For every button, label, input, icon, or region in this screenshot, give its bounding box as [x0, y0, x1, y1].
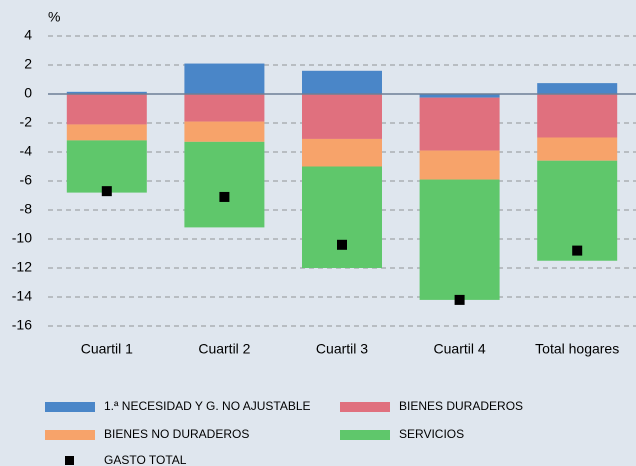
total-marker: [219, 191, 230, 202]
y-tick-label: 2: [24, 56, 32, 72]
bar-segment: [184, 141, 265, 228]
y-tick-label: -16: [12, 317, 32, 333]
legend-swatch: [340, 430, 390, 440]
y-tick-label: 0: [24, 85, 32, 101]
x-tick-label: Cuartil 2: [198, 341, 250, 357]
total-marker: [572, 245, 583, 256]
legend-label: SERVICIOS: [399, 427, 464, 441]
total-marker: [454, 294, 465, 305]
legend-swatch: [65, 456, 74, 465]
bar-segment: [66, 124, 147, 141]
y-tick-label: -14: [12, 288, 32, 304]
x-tick-label: Cuartil 3: [316, 341, 368, 357]
legend-swatch: [45, 430, 95, 440]
legend-label: GASTO TOTAL: [104, 453, 187, 466]
bar-segment: [66, 140, 147, 193]
y-tick-label: -2: [20, 114, 33, 130]
total-marker: [337, 239, 347, 250]
x-tick-label: Cuartil 4: [434, 341, 486, 357]
legend-label: BIENES DURADEROS: [399, 399, 523, 413]
legend-label: 1.ª NECESIDAD Y G. NO AJUSTABLE: [104, 399, 311, 413]
bar-segment: [302, 94, 382, 139]
bar-segment: [419, 97, 500, 151]
bar-segment: [537, 83, 618, 94]
bar-segment: [537, 94, 618, 138]
bar-segment: [66, 94, 147, 125]
x-tick-label: Cuartil 1: [81, 341, 133, 357]
bar-segment: [419, 179, 500, 300]
y-axis-label: %: [48, 9, 60, 25]
y-tick-label: -6: [20, 172, 33, 188]
bar-segment: [66, 91, 147, 94]
y-tick-label: -12: [12, 259, 32, 275]
bar-segment: [302, 138, 382, 167]
bar-segment: [184, 121, 265, 142]
bar-segment: [184, 94, 265, 122]
bar-segment: [184, 63, 265, 94]
legend-swatch: [45, 402, 95, 412]
bar-segment: [302, 70, 382, 94]
y-tick-label: 4: [24, 27, 32, 43]
bar-segment: [537, 160, 618, 261]
total-marker: [101, 186, 112, 197]
legend-swatch: [340, 402, 390, 412]
bar-segment: [537, 137, 618, 161]
y-tick-label: -10: [12, 230, 32, 246]
bar-segment: [302, 166, 382, 268]
bar-segment: [419, 150, 500, 180]
y-tick-label: -8: [20, 201, 33, 217]
x-tick-label: Total hogares: [535, 341, 619, 357]
legend-label: BIENES NO DURADEROS: [104, 427, 249, 441]
bar-segment: [419, 94, 500, 98]
y-tick-label: -4: [20, 143, 33, 159]
